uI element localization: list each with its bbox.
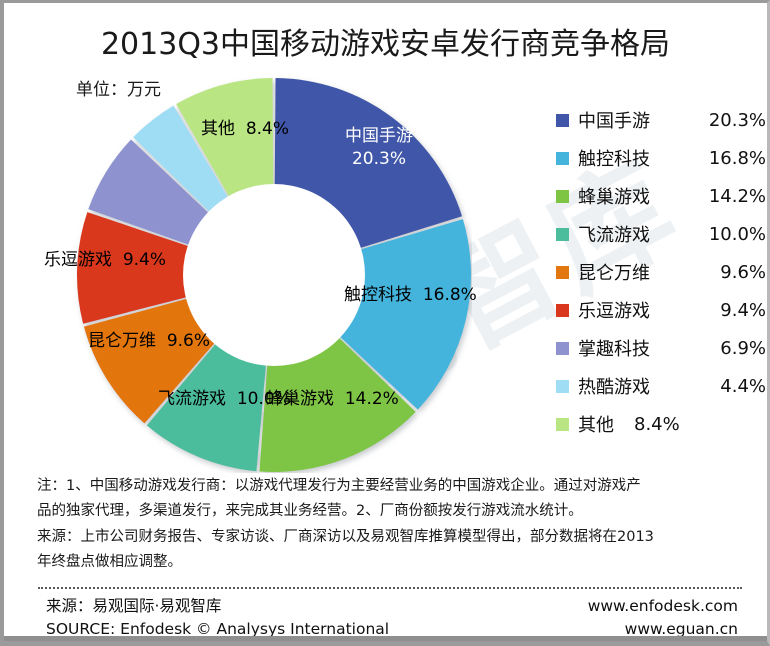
slice-label-qita: 其他 8.4% — [201, 119, 290, 139]
legend-value: 6.9% — [720, 337, 766, 359]
footer-url-enfodesk[interactable]: www.enfodesk.com — [587, 597, 738, 615]
legend-value: 4.4% — [720, 375, 766, 397]
legend-label: 掌趣科技 — [578, 339, 650, 360]
slice-label-chukongkeji: 触控科技 16.8% — [344, 285, 477, 305]
legend-value: 14.2% — [708, 185, 766, 207]
legend-value: 9.6% — [720, 261, 766, 283]
donut-hole — [183, 184, 365, 366]
legend-label: 昆仑万维 — [578, 263, 650, 284]
legend-value: 9.4% — [720, 299, 766, 321]
legend-label: 触控科技 — [578, 149, 650, 170]
legend-item[interactable]: 掌趣科技 6.9% — [556, 329, 766, 367]
legend-item[interactable]: 热酷游戏 4.4% — [556, 367, 766, 405]
unit-label: 单位：万元 — [76, 80, 161, 100]
legend-swatch-icon — [556, 265, 569, 279]
legend-label: 飞流游戏 — [578, 225, 650, 246]
bottom-bar — [4, 636, 767, 641]
legend-item[interactable]: 中国手游 20.3% — [556, 101, 766, 139]
legend-item[interactable]: 其他 8.4% — [556, 405, 766, 443]
slice-label-kunlunwanwei: 昆仑万维 9.6% — [88, 331, 211, 351]
legend-value: 20.3% — [708, 109, 766, 131]
legend-value: 8.4% — [634, 413, 680, 435]
legend-swatch-icon — [556, 341, 569, 355]
footer-source: 来源：易观国际·易观智库 SOURCE: Enfodesk © Analysys… — [46, 595, 390, 641]
legend-label: 乐逗游戏 — [578, 301, 650, 322]
legend-item[interactable]: 飞流游戏 10.0% — [556, 215, 766, 253]
legend-item[interactable]: 蜂巢游戏 14.2% — [556, 177, 766, 215]
legend-swatch-icon — [556, 189, 569, 203]
slice-label-fengchaoyouxi: 蜂巢游戏 14.2% — [266, 389, 399, 409]
legend-swatch-icon — [556, 379, 569, 393]
donut-svg — [76, 78, 472, 472]
footnote-line: 来源：上市公司财务报告、专家访谈、厂商深访以及易观智库推算模型得出，部分数据将在… — [37, 528, 654, 545]
slice-label-zhongguoshouyou: 中国手游 20.3% — [345, 126, 413, 169]
legend-swatch-icon — [556, 227, 569, 241]
legend-swatch-icon — [556, 113, 569, 127]
slice-label-feiliuyouxi: 飞流游戏 10.0% — [158, 389, 291, 409]
legend-label: 热酷游戏 — [578, 377, 650, 398]
footer-urls: www.enfodesk.com www.eguan.cn — [587, 595, 738, 641]
footer-url-eguan[interactable]: www.eguan.cn — [624, 620, 738, 639]
legend-value: 16.8% — [708, 147, 766, 169]
footer: 来源：易观国际·易观智库 SOURCE: Enfodesk © Analysys… — [38, 595, 742, 641]
legend-swatch-icon — [556, 151, 569, 165]
legend-label: 其他 — [578, 415, 614, 436]
donut-chart: 中国手游 20.3% 触控科技 16.8% 蜂巢游戏 14.2% 飞流游戏 10… — [44, 77, 477, 473]
footnote-line: 品的独家代理，多渠道发行，来完成其业务经营。2、厂商份额按发行游戏流水统计。 — [37, 503, 583, 520]
legend-item[interactable]: 乐逗游戏 9.4% — [556, 291, 766, 329]
legend-swatch-icon — [556, 417, 569, 431]
legend-item[interactable]: 触控科技 16.8% — [556, 139, 766, 177]
footnote-line: 注：1、中国移动游戏发行商：以游戏代理发行为主要经营业务的中国游戏企业。通过对游… — [37, 478, 641, 494]
footer-source-cn: 来源：易观国际·易观智库 — [46, 597, 222, 615]
legend-swatch-icon — [556, 303, 569, 317]
legend-item[interactable]: 昆仑万维 9.6% — [556, 253, 766, 291]
slice-label-ledouyouxi: 乐逗游戏 9.4% — [44, 250, 167, 270]
footer-divider — [38, 587, 742, 589]
legend-label: 中国手游 — [578, 111, 650, 132]
footnote-line: 年终盘点做相应调整。 — [37, 554, 182, 571]
footnotes: 注：1、中国移动游戏发行商：以游戏代理发行为主要经营业务的中国游戏企业。通过对游… — [37, 475, 743, 577]
pie-slice[interactable] — [76, 212, 275, 324]
legend-value: 10.0% — [708, 223, 766, 245]
footer-source-en: SOURCE: Enfodesk © Analysys Internationa… — [46, 620, 390, 639]
legend-label: 蜂巢游戏 — [578, 187, 650, 208]
legend: 中国手游 20.3% 触控科技 16.8% 蜂巢游戏 14.2% 飞流游戏 10… — [556, 101, 766, 443]
page-title: 2013Q3中国移动游戏安卓发行商竞争格局 — [100, 27, 671, 62]
